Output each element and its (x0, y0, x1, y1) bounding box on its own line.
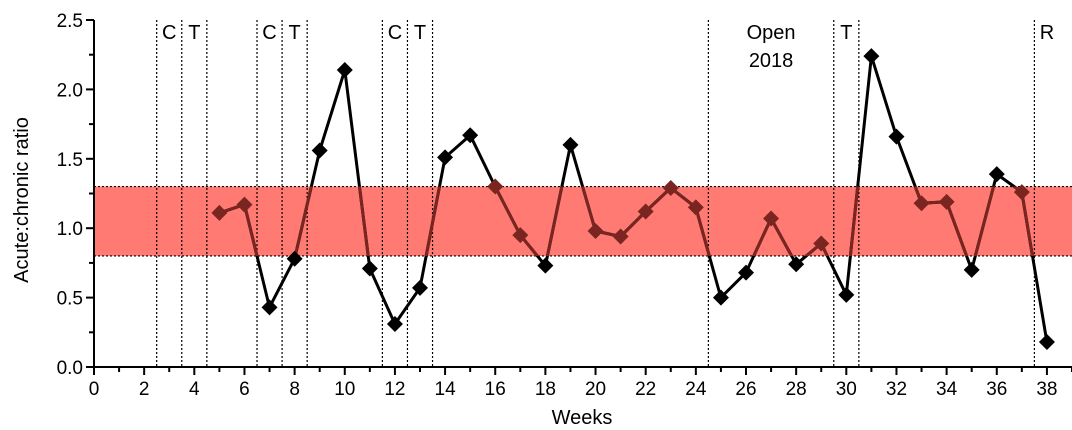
event-label: T (188, 22, 200, 44)
data-point (612, 228, 629, 245)
data-point (512, 227, 529, 244)
data-point (788, 256, 805, 273)
data-point (462, 127, 479, 144)
data-point (562, 136, 579, 153)
data-point (211, 204, 228, 221)
x-tick-label: 4 (189, 379, 200, 400)
x-tick-label: 16 (485, 379, 506, 400)
y-tick-label: 1.0 (57, 219, 83, 240)
data-point (1038, 334, 1055, 351)
series-layer (211, 48, 1055, 351)
event-label: C (388, 22, 402, 44)
event-label: C (262, 22, 276, 44)
data-point (662, 179, 679, 196)
data-point (386, 315, 403, 332)
y-tick-label: 0.0 (57, 358, 83, 379)
x-tick-label: 28 (786, 379, 807, 400)
x-tick-label: 30 (836, 379, 857, 400)
x-tick-label: 12 (384, 379, 405, 400)
data-point (938, 193, 955, 210)
x-tick-label: 10 (334, 379, 355, 400)
data-point (863, 48, 880, 65)
x-tick-label: 0 (89, 379, 100, 400)
x-tick-label: 18 (535, 379, 556, 400)
x-tick-label: 6 (239, 379, 250, 400)
target-band-layer (94, 185, 1072, 257)
x-tick-label: 20 (585, 379, 606, 400)
event-label: T (414, 22, 426, 44)
data-point (637, 203, 654, 220)
event-label: T (289, 22, 301, 44)
event-label: T (840, 22, 852, 44)
axes: 0.00.51.01.52.02.50 2 4 6 8 10 12 14 16 18 20 22 24 2… (57, 11, 1072, 400)
data-point (712, 289, 729, 306)
data-point (336, 61, 353, 78)
event-label: R (1040, 22, 1054, 44)
data-point (687, 199, 704, 216)
data-point (537, 257, 554, 274)
event-label: Open (747, 22, 796, 44)
y-tick-label: 2.0 (57, 80, 83, 101)
data-point (838, 286, 855, 303)
data-point (913, 195, 930, 212)
x-tick-label: 26 (735, 379, 756, 400)
data-point (487, 178, 504, 195)
event-label: C (162, 22, 176, 44)
data-point (813, 235, 830, 252)
data-point (963, 261, 980, 278)
data-point (361, 260, 378, 277)
x-tick-label: 32 (886, 379, 907, 400)
data-point (738, 264, 754, 281)
x-tick-label: 2 (139, 379, 150, 400)
x-tick-label: 24 (685, 379, 707, 400)
x-axis-label: Weeks (552, 407, 613, 429)
event-lines-layer (156, 20, 1035, 367)
data-point (261, 299, 278, 316)
data-point (587, 222, 604, 239)
y-tick-label: 1.5 (57, 150, 83, 171)
x-tick-label: 36 (986, 379, 1007, 400)
data-point (988, 166, 1005, 183)
data-point (763, 210, 780, 227)
data-point (412, 279, 428, 296)
x-tick-label: 22 (635, 379, 656, 400)
x-tick-label: 14 (435, 379, 457, 400)
data-point (286, 250, 303, 267)
data-point (1013, 184, 1030, 201)
x-tick-label: 8 (289, 379, 300, 400)
x-tick-label: 34 (936, 379, 958, 400)
y-axis-label: Acute:chronic ratio (11, 117, 33, 283)
event-label-line2: 2018 (749, 50, 794, 72)
data-point (888, 128, 905, 145)
data-point (236, 196, 253, 213)
data-point (311, 142, 328, 159)
target-band (94, 186, 1072, 256)
data-point (437, 149, 454, 166)
series-line-in-band (218, 186, 1035, 256)
y-tick-label: 0.5 (57, 289, 83, 310)
x-tick-label: 38 (1036, 379, 1057, 400)
y-tick-label: 2.5 (57, 11, 83, 32)
